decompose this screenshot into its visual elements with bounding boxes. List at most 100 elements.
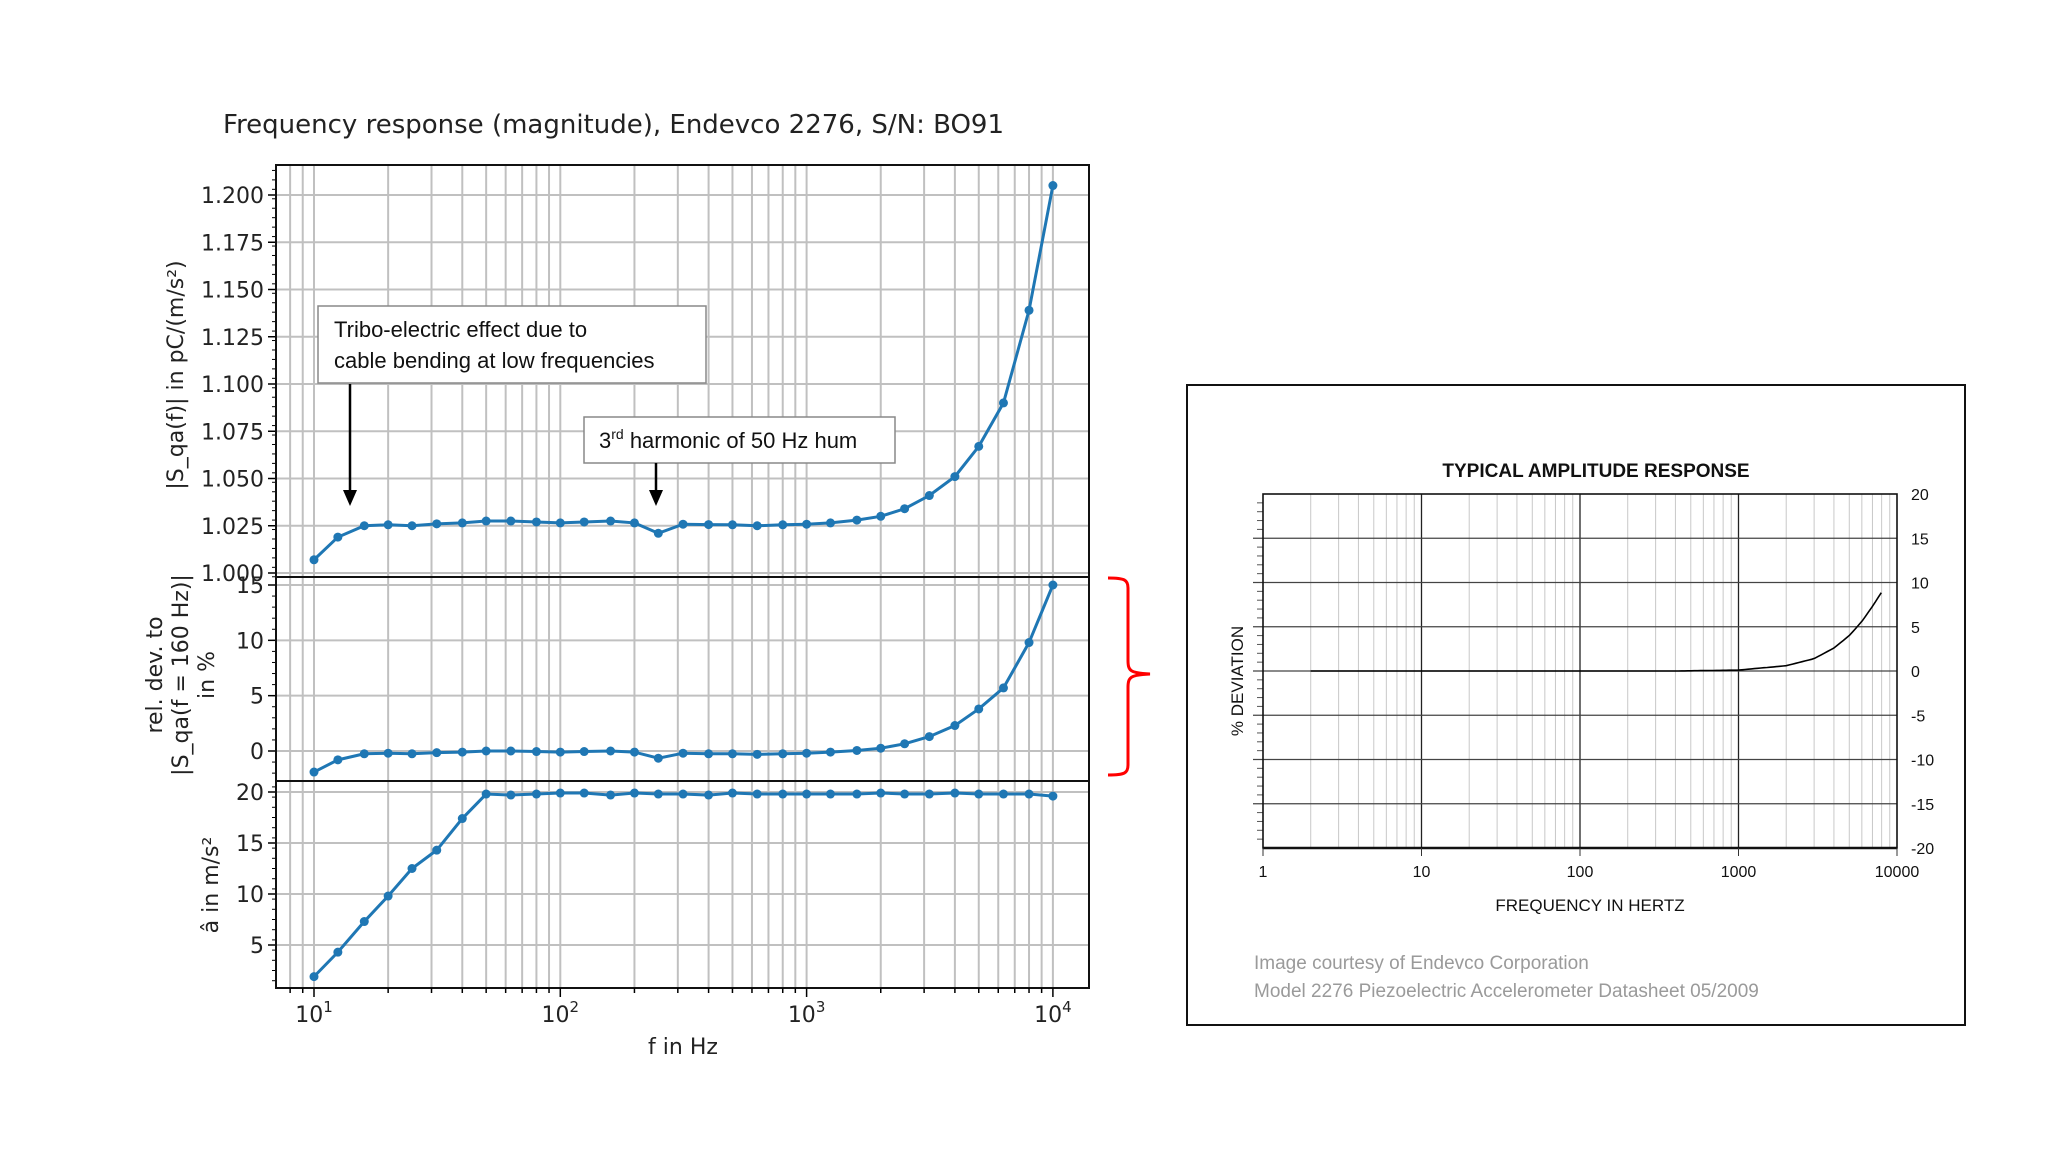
panel2-ylabel-line3: in % (195, 651, 220, 699)
data-point (876, 788, 886, 798)
data-point (383, 520, 393, 530)
data-point (653, 528, 663, 538)
data-point (778, 520, 788, 530)
data-point (900, 789, 910, 799)
left-x-tick-labels: 101 102 103 104 (295, 998, 1071, 1028)
x-tick-label: 104 (1034, 998, 1072, 1028)
right-y-tick-labels: 20 15 10 5 0 -5 -10 -15 -20 (1911, 487, 1934, 858)
right-chart-title: TYPICAL AMPLITUDE RESPONSE (1442, 461, 1749, 482)
left-data-series (309, 181, 1058, 982)
data-point (506, 516, 516, 526)
data-point (407, 864, 417, 873)
data-point (383, 891, 393, 901)
x-tick-label: 1 (1259, 864, 1268, 881)
data-point (825, 789, 835, 799)
x-tick-label: 10000 (1875, 864, 1920, 881)
y-tick-label: 20 (236, 781, 264, 806)
data-point (606, 516, 616, 526)
x-tick-label: 10 (1413, 864, 1431, 881)
data-point (606, 790, 616, 800)
data-point (531, 789, 541, 799)
data-point (974, 789, 984, 799)
x-tick-label: 102 (542, 998, 580, 1028)
data-point (629, 788, 639, 798)
left-y-tick-labels: 1.000 1.025 1.050 1.075 1.100 1.125 1.150 1.175… (201, 184, 264, 959)
y-tick-label: 15 (236, 832, 264, 857)
credit-line2: Model 2276 Piezoelectric Accelerometer D… (1254, 981, 1759, 1002)
x-tick-label: 1000 (1721, 864, 1757, 881)
data-point (900, 739, 910, 749)
data-point (407, 521, 417, 531)
data-point (900, 504, 910, 514)
annotation-tribo-electric: Tribo-electric effect due to cable bendi… (317, 305, 707, 506)
y-tick-label: 5 (250, 685, 264, 710)
y-tick-label: 1.125 (201, 326, 264, 351)
left-axes-frames (268, 164, 1090, 997)
data-point (481, 746, 491, 756)
x-tick-label: 100 (1567, 864, 1594, 881)
right-x-tick-labels: 1 10 100 1000 10000 (1259, 848, 1920, 881)
annotation-tribo-line2: cable bending at low frequencies (334, 348, 654, 373)
data-point (653, 753, 663, 763)
data-point (555, 747, 565, 757)
data-point (998, 683, 1008, 693)
data-point (579, 788, 589, 798)
annotation-3rd-harmonic: 3rd harmonic of 50 Hz hum (583, 416, 896, 506)
data-point (629, 747, 639, 757)
data-point (852, 745, 862, 755)
y-tick-label: -10 (1911, 753, 1934, 770)
data-point (531, 747, 541, 757)
data-point (1048, 791, 1058, 801)
data-point (704, 749, 714, 759)
red-curly-bracket-icon (1107, 576, 1151, 777)
right-response-curve (1310, 592, 1882, 672)
y-tick-label: 5 (250, 934, 264, 959)
y-tick-label: 1.100 (201, 373, 264, 398)
data-point (606, 746, 616, 756)
data-point (333, 755, 343, 765)
data-point (852, 789, 862, 799)
data-point (383, 748, 393, 758)
data-point (752, 749, 762, 759)
data-point (457, 814, 467, 824)
left-gridlines (276, 165, 1089, 988)
right-figure-border (1186, 384, 1966, 1026)
data-point (704, 790, 714, 800)
y-tick-label: 1.150 (201, 279, 264, 304)
arrowhead-harmonic-icon (649, 490, 663, 506)
data-point (678, 748, 688, 758)
data-point (678, 789, 688, 799)
y-tick-label: 10 (236, 629, 264, 654)
y-tick-label: 20 (1911, 487, 1929, 504)
data-point (876, 511, 886, 521)
y-tick-label: 1.200 (201, 184, 264, 209)
y-tick-label: 15 (236, 574, 264, 599)
y-tick-label: 5 (1911, 620, 1920, 637)
panel2-ylabel-line1: rel. dev. to (143, 616, 168, 733)
data-point (359, 749, 369, 759)
y-tick-label: 0 (1911, 664, 1920, 681)
data-point (950, 788, 960, 798)
data-point (1024, 638, 1034, 648)
data-point (825, 747, 835, 757)
data-point (924, 789, 934, 799)
data-point (653, 789, 663, 799)
y-tick-label: 1.050 (201, 468, 264, 493)
data-point (802, 519, 812, 529)
right-figure: TYPICAL AMPLITUDE RESPONSE 20 15 10 5 0 -5 -10… (1186, 384, 1966, 1026)
x-tick-label: 101 (295, 998, 333, 1028)
data-point (678, 519, 688, 529)
data-point (555, 518, 565, 528)
data-point (309, 555, 319, 565)
x-tick-label: 103 (788, 998, 826, 1028)
panel3-ylabel: â in m/s² (199, 837, 224, 934)
data-point (950, 472, 960, 482)
y-tick-label: 15 (1911, 531, 1929, 548)
data-point (457, 747, 467, 757)
annotation-tribo-line1: Tribo-electric effect due to (334, 317, 587, 342)
data-line (313, 584, 1055, 774)
data-point (506, 790, 516, 800)
data-point (924, 491, 934, 501)
data-point (825, 518, 835, 528)
data-point (359, 521, 369, 531)
